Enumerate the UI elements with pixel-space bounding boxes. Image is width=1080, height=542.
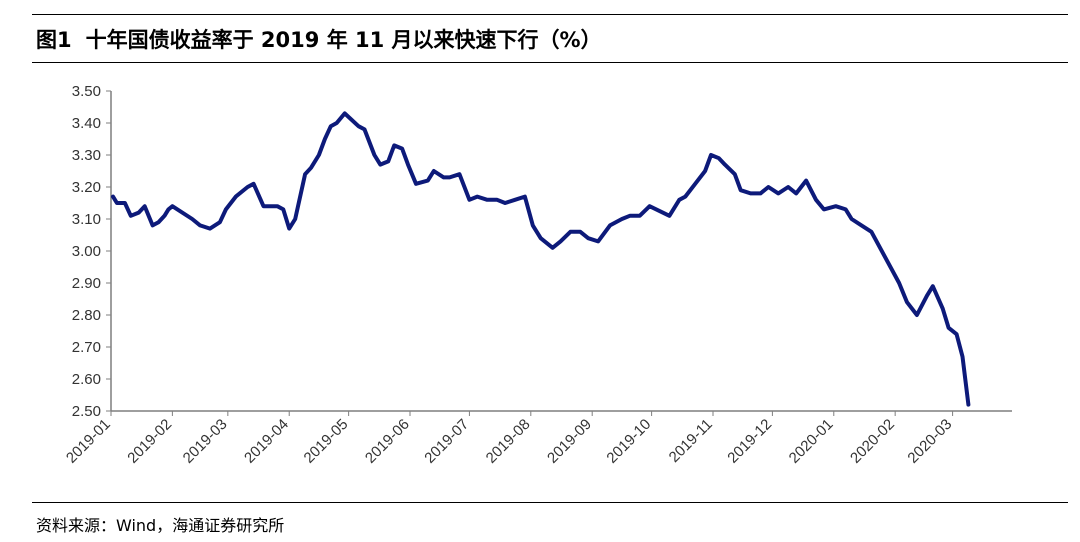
series-layer [111, 111, 971, 407]
x-tick-label: 2019-10 [603, 416, 654, 467]
x-tick-label: 2019-06 [362, 416, 413, 467]
x-tick-label: 2019-01 [63, 416, 114, 467]
x-tick-label: 2019-07 [421, 416, 472, 467]
chart-title: 图1 十年国债收益率于 2019 年 11 月以来快速下行（%） [36, 24, 602, 54]
y-tick-label: 2.80 [72, 307, 101, 324]
x-tick-label: 2019-08 [483, 416, 534, 467]
figure-title: 十年国债收益率于 2019 年 11 月以来快速下行（%） [85, 28, 602, 52]
y-tick-label: 2.50 [72, 403, 101, 420]
x-tick-label: 2019-02 [124, 416, 175, 467]
x-tick-label: 2019-05 [300, 416, 351, 467]
x-tick-label: 2020-01 [786, 416, 837, 467]
yield-line [111, 111, 971, 407]
y-tick-label: 3.20 [72, 179, 101, 196]
y-tick-label: 3.10 [72, 211, 101, 228]
y-tick-label: 2.90 [72, 275, 101, 292]
x-tick-label: 2020-03 [904, 416, 955, 467]
y-tick-label: 2.60 [72, 371, 101, 388]
x-tick-label: 2019-03 [180, 416, 231, 467]
bottom-rule [32, 502, 1068, 503]
line-chart: 3.50 3.40 3.30 3.20 3.10 3.00 2.90 2.80 2.70 2.60… [63, 83, 1012, 467]
title-rule [32, 62, 1068, 63]
x-tick-label: 2020-02 [847, 416, 898, 467]
y-axis: 3.50 3.40 3.30 3.20 3.10 3.00 2.90 2.80 2.70 2.60… [72, 83, 112, 420]
x-tick-label: 2019-09 [544, 416, 595, 467]
x-tick-label: 2019-04 [241, 416, 292, 467]
y-tick-label: 3.50 [72, 83, 101, 100]
y-tick-label: 2.70 [72, 339, 101, 356]
source-note: 资料来源：Wind，海通证券研究所 [36, 516, 285, 535]
x-axis: 2019-01 2019-02 2019-03 2019-04 2019-05 2019-… [63, 410, 1012, 467]
x-tick-label: 2019-11 [666, 416, 716, 466]
figure-number: 图1 [36, 28, 72, 52]
y-tick-label: 3.30 [72, 147, 101, 164]
y-tick-label: 3.00 [72, 243, 101, 260]
x-tick-label: 2019-12 [724, 416, 775, 467]
y-tick-label: 3.40 [72, 115, 101, 132]
top-rule [32, 14, 1068, 15]
